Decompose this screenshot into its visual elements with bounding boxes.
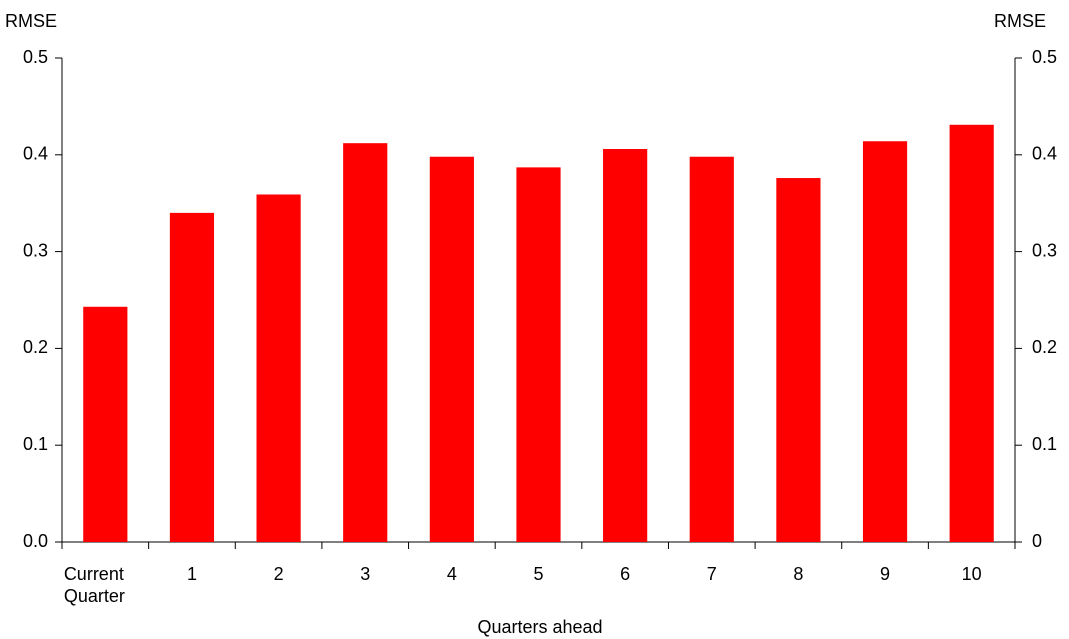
x-tick-label: 10	[961, 564, 982, 584]
y-tick-label: 0.3	[23, 240, 48, 260]
bar	[776, 178, 821, 543]
bar	[689, 156, 734, 542]
y2-axis-label: RMSE	[994, 11, 1046, 31]
y-axis-label: RMSE	[5, 11, 57, 31]
bar	[256, 194, 301, 542]
y-tick-label: 0.4	[23, 144, 48, 164]
y2-tick-label: 0.3	[1032, 240, 1057, 260]
x-tick-label: 9	[880, 564, 891, 584]
bar	[343, 143, 388, 542]
y2-tick-label: 0.1	[1032, 434, 1057, 454]
y-tick-label: 0.0	[23, 531, 48, 551]
x-tick-label: 8	[793, 564, 804, 584]
x-axis-label: Quarters ahead	[477, 617, 602, 637]
x-tick-label: 3	[360, 564, 371, 584]
x-tick-label: 4	[446, 564, 457, 584]
bar	[603, 148, 648, 542]
bar	[429, 156, 474, 542]
y2-tick-label: 0	[1032, 531, 1042, 551]
bar	[169, 212, 215, 542]
x-tick-label: 5	[533, 564, 544, 584]
bar	[516, 167, 561, 542]
y2-tick-label: 0.4	[1032, 144, 1057, 164]
x-tick-label: 6	[620, 564, 631, 584]
y-tick-label: 0.2	[23, 337, 48, 357]
y2-tick-label: 0.2	[1032, 337, 1057, 357]
y2-tick-label: 0.5	[1032, 47, 1057, 67]
x-tick-label: 2	[273, 564, 284, 584]
bar	[862, 141, 908, 543]
x-tick-label: 7	[706, 564, 717, 584]
y-tick-label: 0.5	[23, 47, 48, 67]
x-tick-label: Current Quarter	[63, 564, 125, 606]
y-tick-label: 0.1	[23, 434, 48, 454]
bar	[949, 124, 994, 543]
bar	[83, 306, 128, 542]
x-tick-label: 1	[186, 564, 197, 584]
